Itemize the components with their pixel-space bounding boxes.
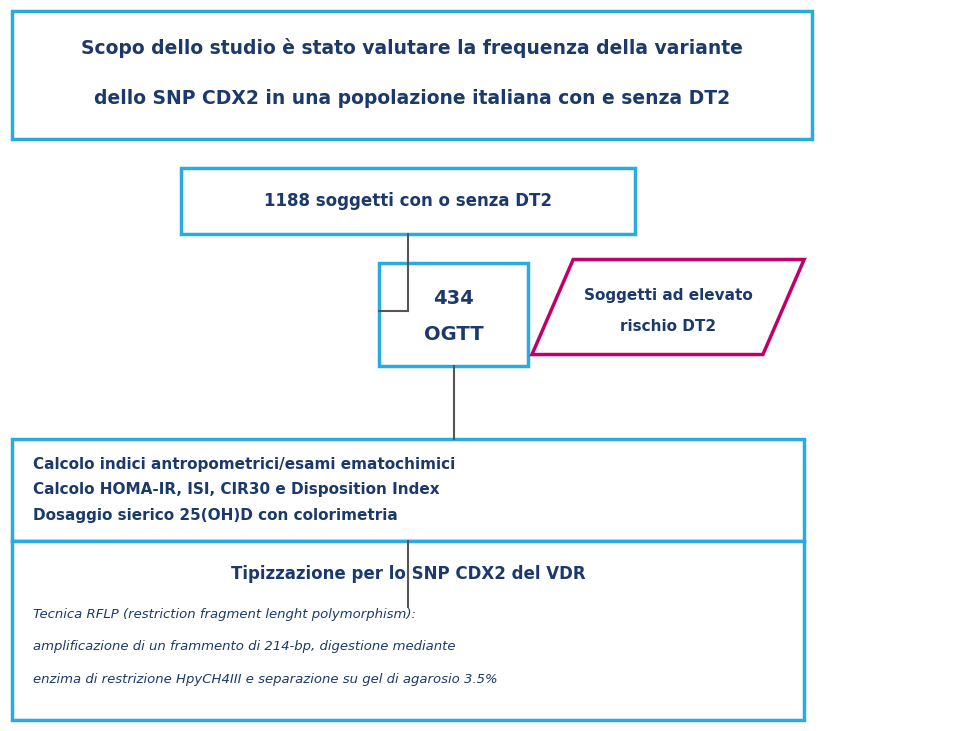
Text: rischio DT2: rischio DT2: [620, 319, 716, 333]
Text: enzima di restrizione HpyCH4III e separazione su gel di agarosio 3.5%: enzima di restrizione HpyCH4III e separa…: [33, 673, 498, 686]
Polygon shape: [532, 260, 805, 355]
FancyBboxPatch shape: [380, 263, 527, 366]
Text: Tecnica RFLP (restriction fragment lenght polymorphism):: Tecnica RFLP (restriction fragment lengh…: [33, 607, 416, 621]
FancyBboxPatch shape: [12, 11, 812, 139]
FancyBboxPatch shape: [12, 541, 805, 720]
Text: Soggetti ad elevato: Soggetti ad elevato: [584, 288, 753, 303]
Text: amplificazione di un frammento di 214-bp, digestione mediante: amplificazione di un frammento di 214-bp…: [33, 640, 456, 654]
Text: 434: 434: [433, 289, 474, 308]
Text: Dosaggio sierico 25(OH)D con colorimetria: Dosaggio sierico 25(OH)D con colorimetri…: [33, 508, 398, 523]
Text: Calcolo indici antropometrici/esami ematochimici: Calcolo indici antropometrici/esami emat…: [33, 457, 456, 471]
Text: Tipizzazione per lo SNP CDX2 del VDR: Tipizzazione per lo SNP CDX2 del VDR: [231, 565, 586, 583]
FancyBboxPatch shape: [12, 439, 805, 541]
Text: Calcolo HOMA-IR, ISI, CIR30 e Disposition Index: Calcolo HOMA-IR, ISI, CIR30 e Dispositio…: [33, 482, 439, 497]
Text: OGTT: OGTT: [424, 325, 483, 344]
Text: dello SNP CDX2 in una popolazione italiana con e senza DT2: dello SNP CDX2 in una popolazione italia…: [94, 89, 731, 108]
FancyBboxPatch shape: [181, 168, 635, 234]
Text: Scopo dello studio è stato valutare la frequenza della variante: Scopo dello studio è stato valutare la f…: [82, 37, 743, 58]
Text: 1188 soggetti con o senza DT2: 1188 soggetti con o senza DT2: [265, 192, 552, 210]
